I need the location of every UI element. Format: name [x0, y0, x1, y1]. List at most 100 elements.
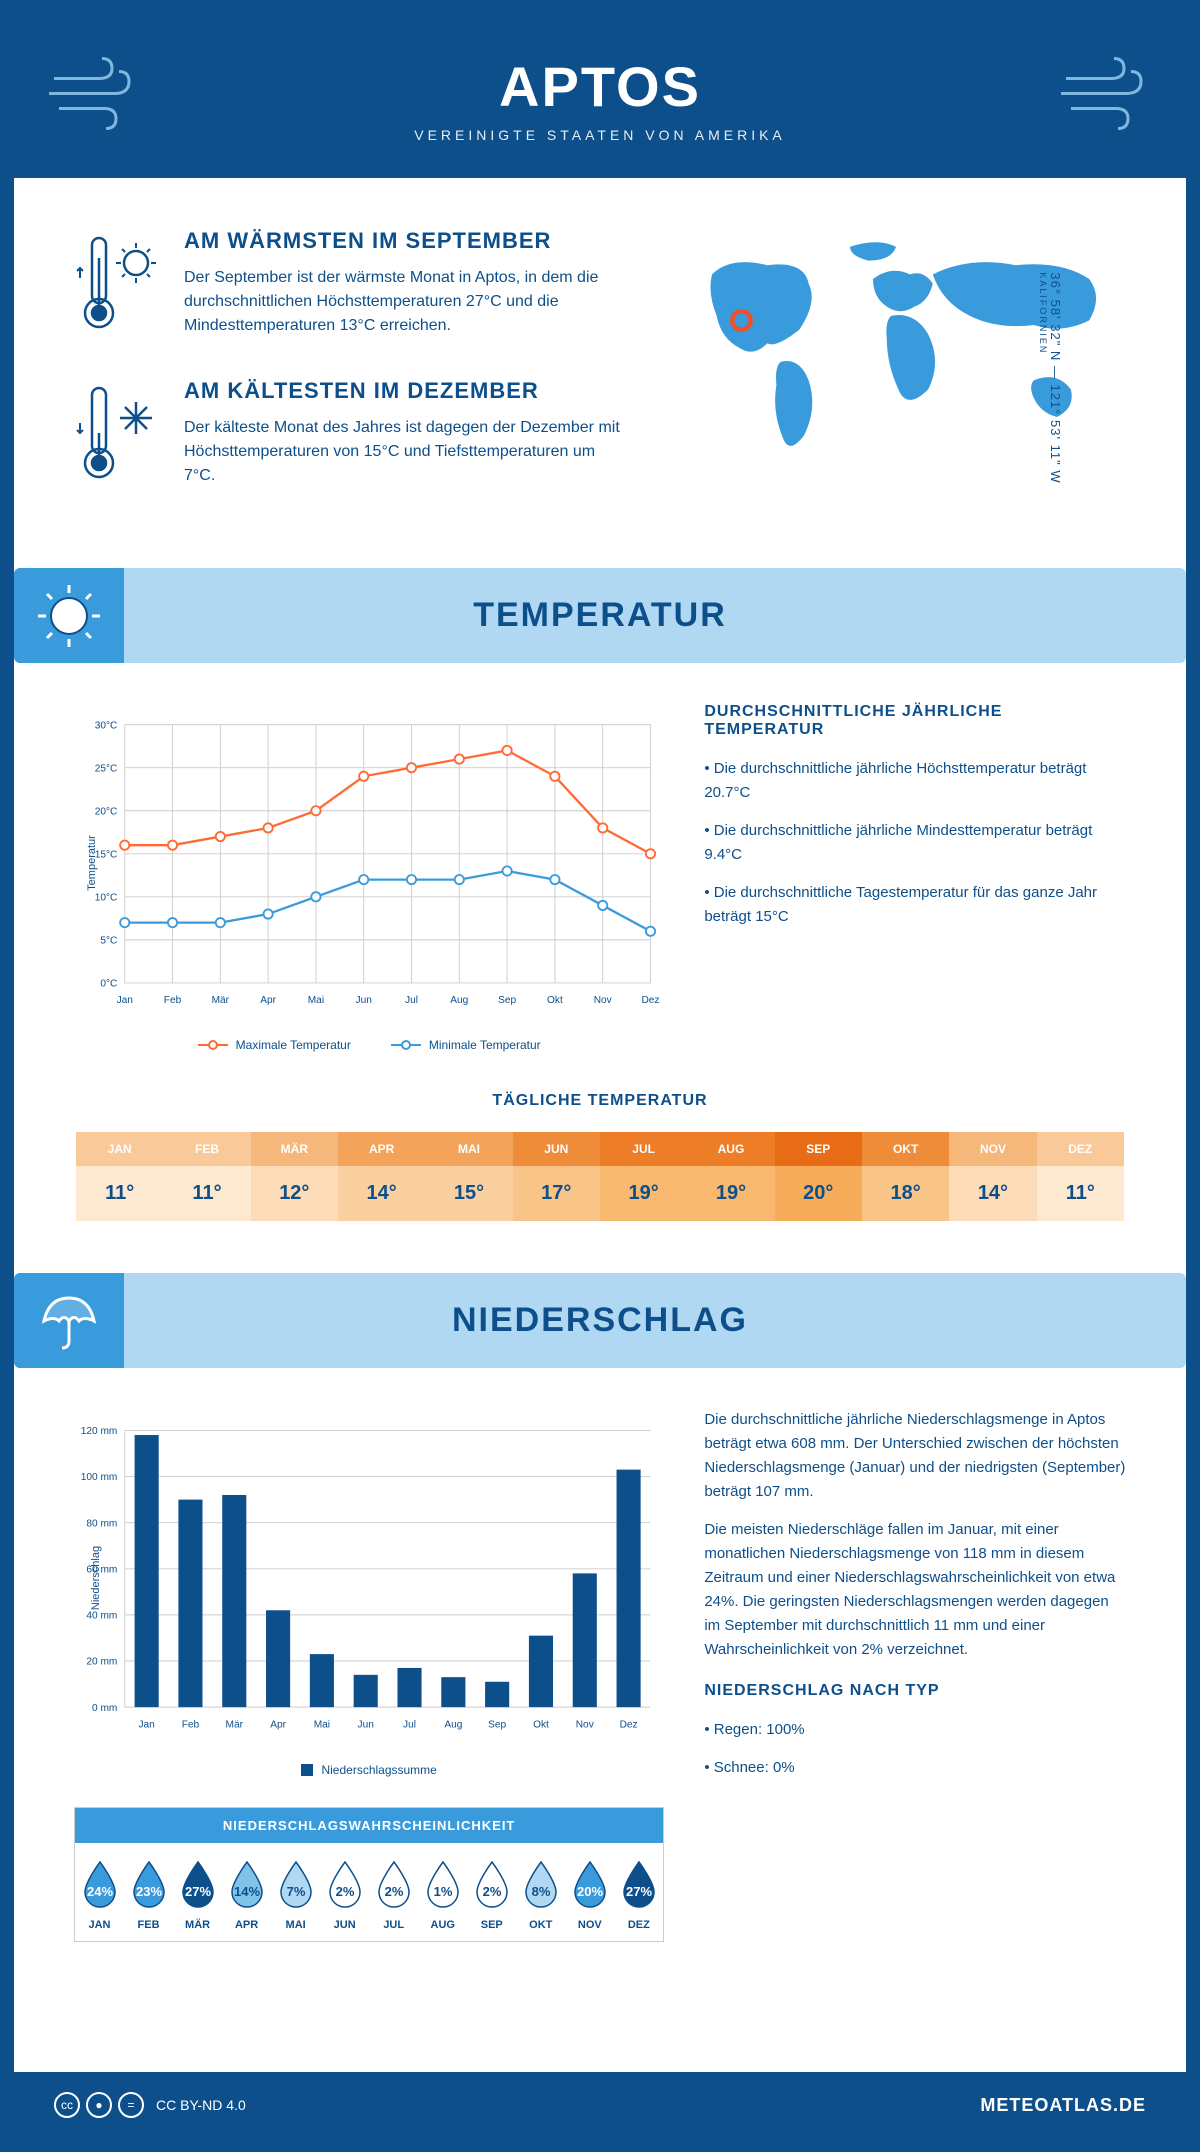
cc-icons: cc●= — [54, 2092, 144, 2118]
svg-text:2%: 2% — [335, 1884, 354, 1899]
daily-temp-title: TÄGLICHE TEMPERATUR — [74, 1092, 1126, 1110]
svg-text:Sep: Sep — [488, 1719, 506, 1730]
svg-text:7%: 7% — [286, 1884, 305, 1899]
svg-text:Nov: Nov — [576, 1719, 595, 1730]
svg-text:25°C: 25°C — [95, 763, 118, 774]
temp-chart-legend: Maximale Temperatur Minimale Temperatur — [74, 1038, 664, 1052]
daily-temp-cell: MAI15° — [425, 1132, 512, 1221]
thermometer-snow-icon — [74, 378, 164, 493]
svg-text:Jul: Jul — [403, 1719, 416, 1730]
coldest-block: AM KÄLTESTEN IM DEZEMBER Der kälteste Mo… — [74, 378, 626, 493]
svg-text:Apr: Apr — [270, 1719, 286, 1730]
svg-text:1%: 1% — [433, 1884, 452, 1899]
footer: cc●= CC BY-ND 4.0 METEOATLAS.DE — [14, 2072, 1186, 2138]
svg-text:2%: 2% — [384, 1884, 403, 1899]
warmest-block: AM WÄRMSTEN IM SEPTEMBER Der September i… — [74, 228, 626, 343]
temperature-banner: TEMPERATUR — [14, 568, 1186, 663]
svg-text:8%: 8% — [531, 1884, 550, 1899]
daily-temp-cell: OKT18° — [862, 1132, 949, 1221]
temp-summary: DURCHSCHNITTLICHE JÄHRLICHE TEMPERATUR •… — [704, 703, 1126, 1052]
svg-text:20%: 20% — [577, 1884, 603, 1899]
precip-prob-cell: 2% SEP — [467, 1843, 516, 1941]
header: APTOS VEREINIGTE STAATEN VON AMERIKA — [14, 14, 1186, 178]
svg-text:Jun: Jun — [358, 1719, 374, 1730]
coordinates: 36° 58' 32" N — 121° 53' 11" W KALIFORNI… — [1038, 272, 1063, 483]
svg-text:40 mm: 40 mm — [86, 1611, 117, 1622]
precip-prob-cell: 2% JUN — [320, 1843, 369, 1941]
svg-text:Mär: Mär — [212, 995, 230, 1006]
precip-banner: NIEDERSCHLAG — [14, 1273, 1186, 1368]
precip-summary: Die durchschnittliche jährliche Niedersc… — [704, 1408, 1126, 1942]
svg-text:14%: 14% — [234, 1884, 260, 1899]
daily-temp-cell: AUG19° — [687, 1132, 774, 1221]
daily-temp-cell: JUN17° — [513, 1132, 600, 1221]
warmest-text: Der September ist der wärmste Monat in A… — [184, 266, 626, 338]
svg-text:Feb: Feb — [182, 1719, 200, 1730]
precip-prob-cell: 8% OKT — [516, 1843, 565, 1941]
svg-text:27%: 27% — [626, 1884, 652, 1899]
svg-text:20°C: 20°C — [95, 806, 118, 817]
coldest-heading: AM KÄLTESTEN IM DEZEMBER — [184, 378, 626, 404]
svg-text:Feb: Feb — [164, 995, 182, 1006]
daily-temp-cell: SEP20° — [775, 1132, 862, 1221]
wind-icon — [44, 54, 144, 139]
page-subtitle: VEREINIGTE STAATEN VON AMERIKA — [34, 127, 1166, 143]
svg-text:Apr: Apr — [260, 995, 276, 1006]
precip-prob-cell: 24% JAN — [75, 1843, 124, 1941]
warmest-heading: AM WÄRMSTEN IM SEPTEMBER — [184, 228, 626, 254]
svg-text:Dez: Dez — [620, 1719, 638, 1730]
daily-temp-cell: JAN11° — [76, 1132, 163, 1221]
svg-text:0°C: 0°C — [100, 979, 117, 990]
daily-temp-cell: FEB11° — [163, 1132, 250, 1221]
svg-text:80 mm: 80 mm — [86, 1518, 117, 1529]
svg-text:Aug: Aug — [450, 995, 468, 1006]
precip-bar-chart: Niederschlag 0 mm20 mm40 mm60 mm80 mm100… — [74, 1408, 664, 1748]
precip-section-title: NIEDERSCHLAG — [54, 1301, 1146, 1340]
svg-text:Mär: Mär — [226, 1719, 244, 1730]
svg-text:Okt: Okt — [547, 995, 563, 1006]
temperature-line-chart: Temperatur 0°C5°C10°C15°C20°C25°C30°CJan… — [74, 703, 664, 1023]
daily-temp-table: JAN11°FEB11°MÄR12°APR14°MAI15°JUN17°JUL1… — [74, 1130, 1126, 1223]
svg-text:Aug: Aug — [444, 1719, 462, 1730]
svg-text:0 mm: 0 mm — [92, 1703, 117, 1714]
svg-text:Jan: Jan — [117, 995, 133, 1006]
daily-temp-cell: MÄR12° — [251, 1132, 338, 1221]
coldest-text: Der kälteste Monat des Jahres ist dagege… — [184, 416, 626, 488]
svg-text:Dez: Dez — [641, 995, 659, 1006]
precip-prob-cell: 14% APR — [222, 1843, 271, 1941]
precip-probability-panel: NIEDERSCHLAGSWAHRSCHEINLICHKEIT 24% JAN … — [74, 1807, 664, 1942]
page-title: APTOS — [34, 54, 1166, 119]
svg-text:Jan: Jan — [138, 1719, 154, 1730]
svg-text:Jun: Jun — [356, 995, 372, 1006]
svg-text:120 mm: 120 mm — [81, 1426, 118, 1437]
site-name: METEOATLAS.DE — [980, 2095, 1146, 2116]
svg-text:30°C: 30°C — [95, 720, 118, 731]
wind-icon — [1056, 54, 1156, 139]
license-text: CC BY-ND 4.0 — [156, 2097, 246, 2113]
precip-prob-cell: 27% DEZ — [614, 1843, 663, 1941]
daily-temp-cell: JUL19° — [600, 1132, 687, 1221]
precip-prob-cell: 1% AUG — [418, 1843, 467, 1941]
svg-text:20 mm: 20 mm — [86, 1657, 117, 1668]
thermometer-sun-icon — [74, 228, 164, 343]
precip-prob-cell: 7% MAI — [271, 1843, 320, 1941]
sun-icon — [14, 568, 124, 663]
svg-text:Mai: Mai — [308, 995, 324, 1006]
daily-temp-cell: NOV14° — [949, 1132, 1036, 1221]
precip-prob-cell: 27% MÄR — [173, 1843, 222, 1941]
svg-text:Nov: Nov — [594, 995, 613, 1006]
precip-prob-cell: 20% NOV — [565, 1843, 614, 1941]
precip-prob-cell: 23% FEB — [124, 1843, 173, 1941]
daily-temp-cell: DEZ11° — [1037, 1132, 1124, 1221]
svg-text:Mai: Mai — [314, 1719, 330, 1730]
umbrella-icon — [14, 1273, 124, 1368]
svg-text:Okt: Okt — [533, 1719, 549, 1730]
precip-prob-cell: 2% JUL — [369, 1843, 418, 1941]
svg-text:10°C: 10°C — [95, 893, 118, 904]
svg-text:5°C: 5°C — [100, 936, 117, 947]
svg-text:Sep: Sep — [498, 995, 516, 1006]
svg-text:100 mm: 100 mm — [81, 1472, 118, 1483]
temp-section-title: TEMPERATUR — [54, 596, 1146, 635]
svg-text:23%: 23% — [136, 1884, 162, 1899]
svg-text:Jul: Jul — [405, 995, 418, 1006]
